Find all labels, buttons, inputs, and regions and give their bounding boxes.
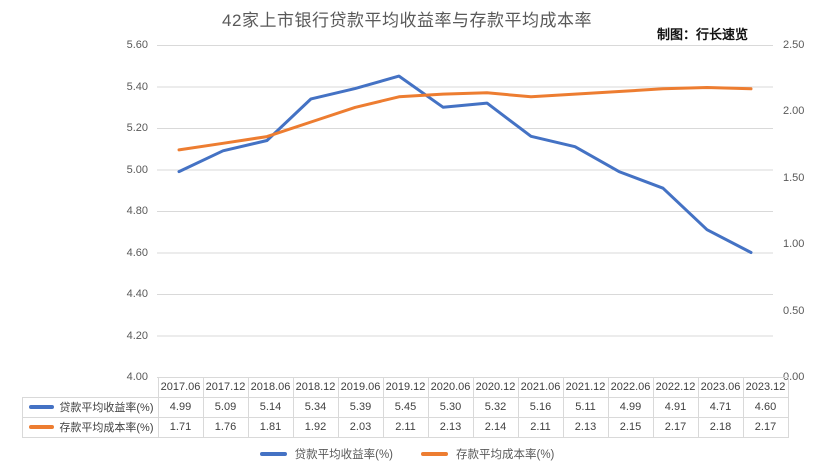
left-axis-tick: 4.80 bbox=[126, 205, 148, 217]
table-value-cell: 5.16 bbox=[517, 396, 564, 418]
chart-credit: 制图：行长速览 bbox=[656, 27, 748, 42]
table-header-cell: 2021.12 bbox=[562, 377, 609, 398]
left-axis-tick: 5.60 bbox=[126, 39, 148, 51]
legend: 贷款平均收益率(%) 存款平均成本率(%) bbox=[0, 446, 814, 462]
left-axis-tick: 4.20 bbox=[126, 329, 148, 342]
table-value-cell: 5.34 bbox=[292, 396, 339, 418]
left-axis-tick: 5.40 bbox=[126, 80, 148, 93]
left-axis-tick: 4.40 bbox=[126, 288, 148, 300]
legend-label: 贷款平均收益率(%) bbox=[294, 449, 393, 461]
table-value-cell: 5.45 bbox=[382, 396, 429, 418]
table-value-cell: 4.99 bbox=[607, 396, 654, 418]
table-row: 贷款平均收益率(%) 4.99 5.09 5.14 5.34 5.39 5.45 5.30 5.… bbox=[22, 396, 789, 418]
table-header-cell: 2022.12 bbox=[652, 377, 699, 398]
table-value-cell: 1.76 bbox=[202, 416, 249, 438]
series-swatch-icon bbox=[29, 405, 54, 409]
table-header-cell: 2018.06 bbox=[247, 377, 294, 398]
right-axis-tick: 0.00 bbox=[783, 371, 805, 383]
table-value-cell: 4.99 bbox=[157, 396, 204, 418]
chart-title: 42家上市银行贷款平均收益率与存款平均成本率 bbox=[222, 11, 592, 30]
table-value-cell: 5.11 bbox=[562, 396, 609, 418]
table-value-cell: 1.92 bbox=[292, 416, 339, 438]
right-axis-tick: 1.50 bbox=[783, 171, 805, 184]
table-value-cell: 2.13 bbox=[427, 416, 474, 438]
table-header-cell: 2023.12 bbox=[742, 377, 789, 398]
table-value-cell: 2.17 bbox=[742, 416, 789, 438]
table-value-cell: 2.14 bbox=[472, 416, 519, 438]
series-swatch-icon bbox=[29, 425, 54, 429]
table-header-cell: 2020.06 bbox=[427, 377, 474, 398]
table-header-cell: 2023.06 bbox=[697, 377, 744, 398]
table-row: 存款平均成本率(%) 1.71 1.76 1.81 1.92 2.03 2.11 2.13 2.… bbox=[22, 416, 789, 438]
series-label-cell: 存款平均成本率(%) bbox=[22, 416, 159, 438]
table-header-cell: 2019.06 bbox=[337, 377, 384, 398]
table-header-cell: 2022.06 bbox=[607, 377, 654, 398]
table-value-cell: 2.15 bbox=[607, 416, 654, 438]
table-value-cell: 5.09 bbox=[202, 396, 249, 418]
right-axis-tick: 1.00 bbox=[783, 238, 805, 251]
table-header-cell: 2017.12 bbox=[202, 377, 249, 398]
table-value-cell: 5.30 bbox=[427, 396, 474, 418]
legend-item-0: 贷款平均收益率(%) bbox=[259, 446, 393, 462]
series-label-cell: 贷款平均收益率(%) bbox=[22, 396, 159, 418]
table-value-cell: 2.18 bbox=[697, 416, 744, 438]
table-header-cell: 2021.06 bbox=[517, 377, 564, 398]
right-axis-tick: 2.50 bbox=[783, 39, 805, 51]
series-line-0 bbox=[177, 74, 753, 254]
legend-label: 存款平均成本率(%) bbox=[456, 449, 555, 461]
table-header-cell: 2020.12 bbox=[472, 377, 519, 398]
legend-swatch-icon bbox=[421, 452, 448, 456]
data-table: 2017.06 2017.12 2018.06 2018.12 2019.06 2019.… bbox=[22, 377, 789, 438]
table-value-cell: 4.71 bbox=[697, 396, 744, 418]
table-value-cell: 2.11 bbox=[382, 416, 429, 438]
table-value-cell: 2.03 bbox=[337, 416, 384, 438]
table-value-cell: 4.91 bbox=[652, 396, 699, 418]
series-name: 贷款平均收益率(%) bbox=[59, 402, 154, 414]
table-value-cell: 5.32 bbox=[472, 396, 519, 418]
table-header-cell: 2017.06 bbox=[157, 377, 204, 398]
series-name: 存款平均成本率(%) bbox=[59, 422, 154, 434]
left-axis-tick: 5.00 bbox=[126, 163, 148, 176]
table-value-cell: 5.39 bbox=[337, 396, 384, 418]
legend-swatch-icon bbox=[259, 452, 287, 456]
legend-item-1: 存款平均成本率(%) bbox=[421, 446, 554, 462]
table-value-cell: 1.81 bbox=[247, 416, 294, 438]
right-axis-tick: 0.50 bbox=[783, 304, 805, 317]
right-axis-tick: 2.00 bbox=[783, 105, 805, 118]
table-value-cell: 5.14 bbox=[247, 396, 294, 418]
left-axis-tick: 4.60 bbox=[126, 246, 148, 259]
table-value-cell: 1.71 bbox=[157, 416, 204, 438]
table-header-cell: 2019.12 bbox=[382, 377, 429, 398]
table-value-cell: 2.11 bbox=[517, 416, 564, 438]
series-line-1 bbox=[177, 86, 753, 152]
table-value-cell: 2.17 bbox=[652, 416, 699, 438]
table-value-cell: 4.60 bbox=[742, 396, 789, 418]
left-axis-tick: 5.20 bbox=[126, 122, 148, 134]
left-axis-tick: 4.00 bbox=[126, 371, 148, 383]
table-value-cell: 2.13 bbox=[562, 416, 609, 438]
table-header-cell: 2018.12 bbox=[292, 377, 339, 398]
table-corner-cell bbox=[23, 378, 159, 398]
